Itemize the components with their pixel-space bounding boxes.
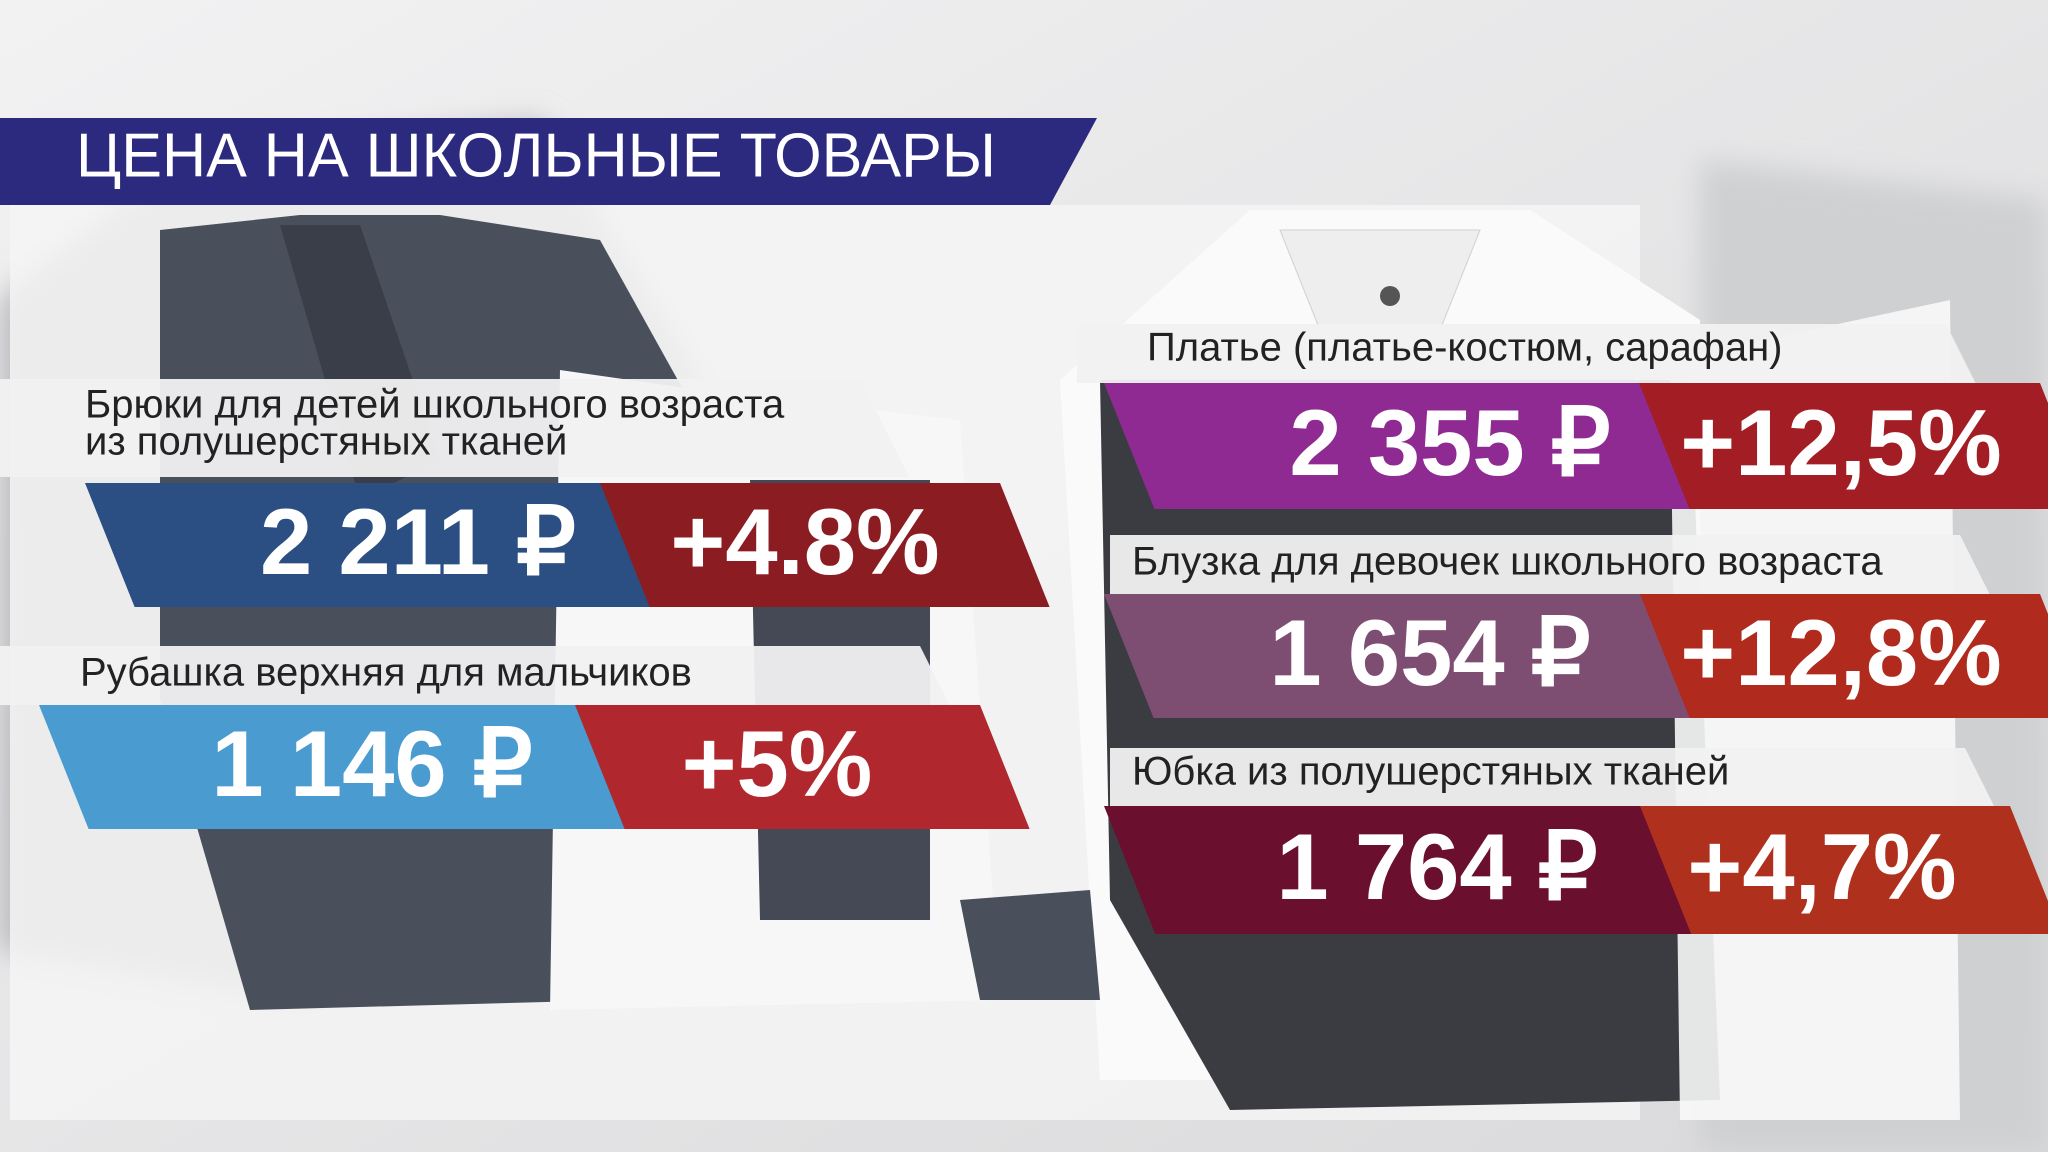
change-band bbox=[1640, 594, 2048, 718]
item-label: Юбка из полушерстяных тканей bbox=[1132, 750, 1729, 794]
change-band bbox=[1640, 806, 2048, 934]
price: 1 764 ₽ bbox=[1276, 814, 1597, 919]
title-banner: ЦЕНА НА ШКОЛЬНЫЕ ТОВАРЫ bbox=[0, 118, 1097, 205]
item-label: Брюки для детей школьного возраста bbox=[85, 383, 785, 427]
price-item: Блузка для девочек школьного возраста 1 6… bbox=[1104, 535, 2048, 718]
price: 2 211 ₽ bbox=[260, 489, 576, 594]
price-band bbox=[1104, 806, 1757, 934]
label-band bbox=[0, 646, 950, 705]
price-item: Юбка из полушерстяных тканей 1 764 ₽ +4,7% bbox=[1104, 748, 2048, 934]
price-band bbox=[1104, 383, 1749, 509]
label-band bbox=[1110, 535, 1990, 594]
price-item: Рубашка верхняя для мальчиков 1 146 ₽ +5% bbox=[0, 646, 1030, 829]
change: +4,7% bbox=[1687, 814, 1956, 919]
change: +12,8% bbox=[1680, 600, 2001, 705]
price-item: Платье (платье-костюм, сарафан) 2 355 ₽ +1… bbox=[1077, 324, 2048, 509]
change-band bbox=[600, 483, 1050, 607]
change-band bbox=[575, 705, 1030, 829]
label-band bbox=[1110, 748, 1994, 806]
price-band bbox=[1104, 594, 1750, 718]
item-label: Рубашка верхняя для мальчиков bbox=[80, 651, 692, 695]
item-label: из полушерстяных тканей bbox=[85, 420, 567, 464]
title-background bbox=[0, 118, 1097, 205]
price: 2 355 ₽ bbox=[1289, 390, 1610, 495]
price-band bbox=[85, 483, 705, 607]
title: ЦЕНА НА ШКОЛЬНЫЕ ТОВАРЫ bbox=[76, 121, 996, 190]
item-label: Блузка для девочек школьного возраста bbox=[1132, 540, 1883, 584]
change: +5% bbox=[682, 711, 873, 816]
change: +12,5% bbox=[1680, 390, 2001, 495]
price: 1 654 ₽ bbox=[1269, 600, 1590, 705]
change-band bbox=[1639, 383, 2048, 509]
price: 1 146 ₽ bbox=[211, 711, 532, 816]
change: +4.8% bbox=[670, 489, 939, 594]
price-band bbox=[39, 705, 690, 829]
label-band bbox=[1077, 324, 1976, 383]
item-label: Платье (платье-костюм, сарафан) bbox=[1147, 326, 1783, 370]
label-band bbox=[0, 379, 909, 477]
